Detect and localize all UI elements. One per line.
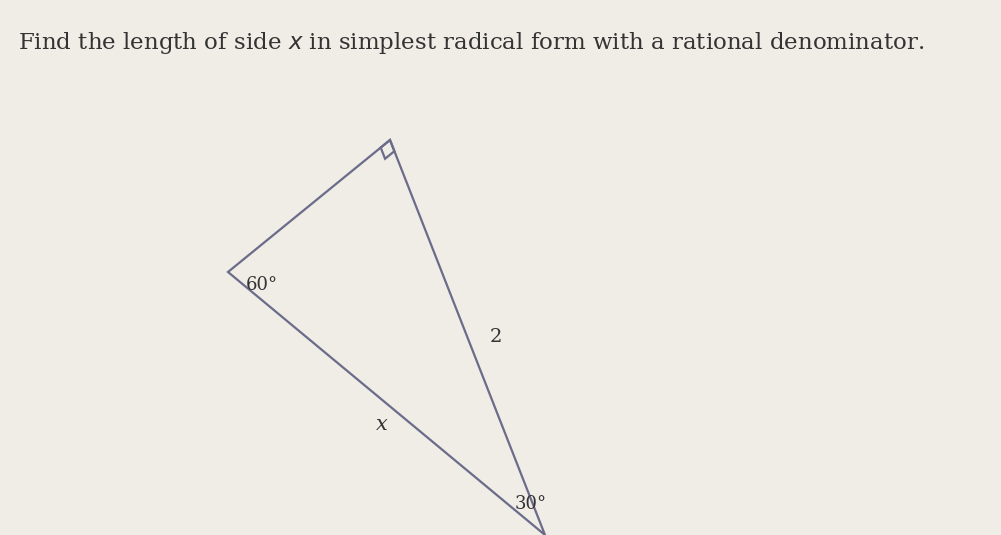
- Text: 2: 2: [489, 328, 502, 347]
- Text: Find the length of side $x$ in simplest radical form with a rational denominator: Find the length of side $x$ in simplest …: [18, 30, 924, 56]
- Text: x: x: [375, 416, 387, 434]
- Text: 60°: 60°: [246, 276, 278, 294]
- Text: 30°: 30°: [515, 495, 548, 513]
